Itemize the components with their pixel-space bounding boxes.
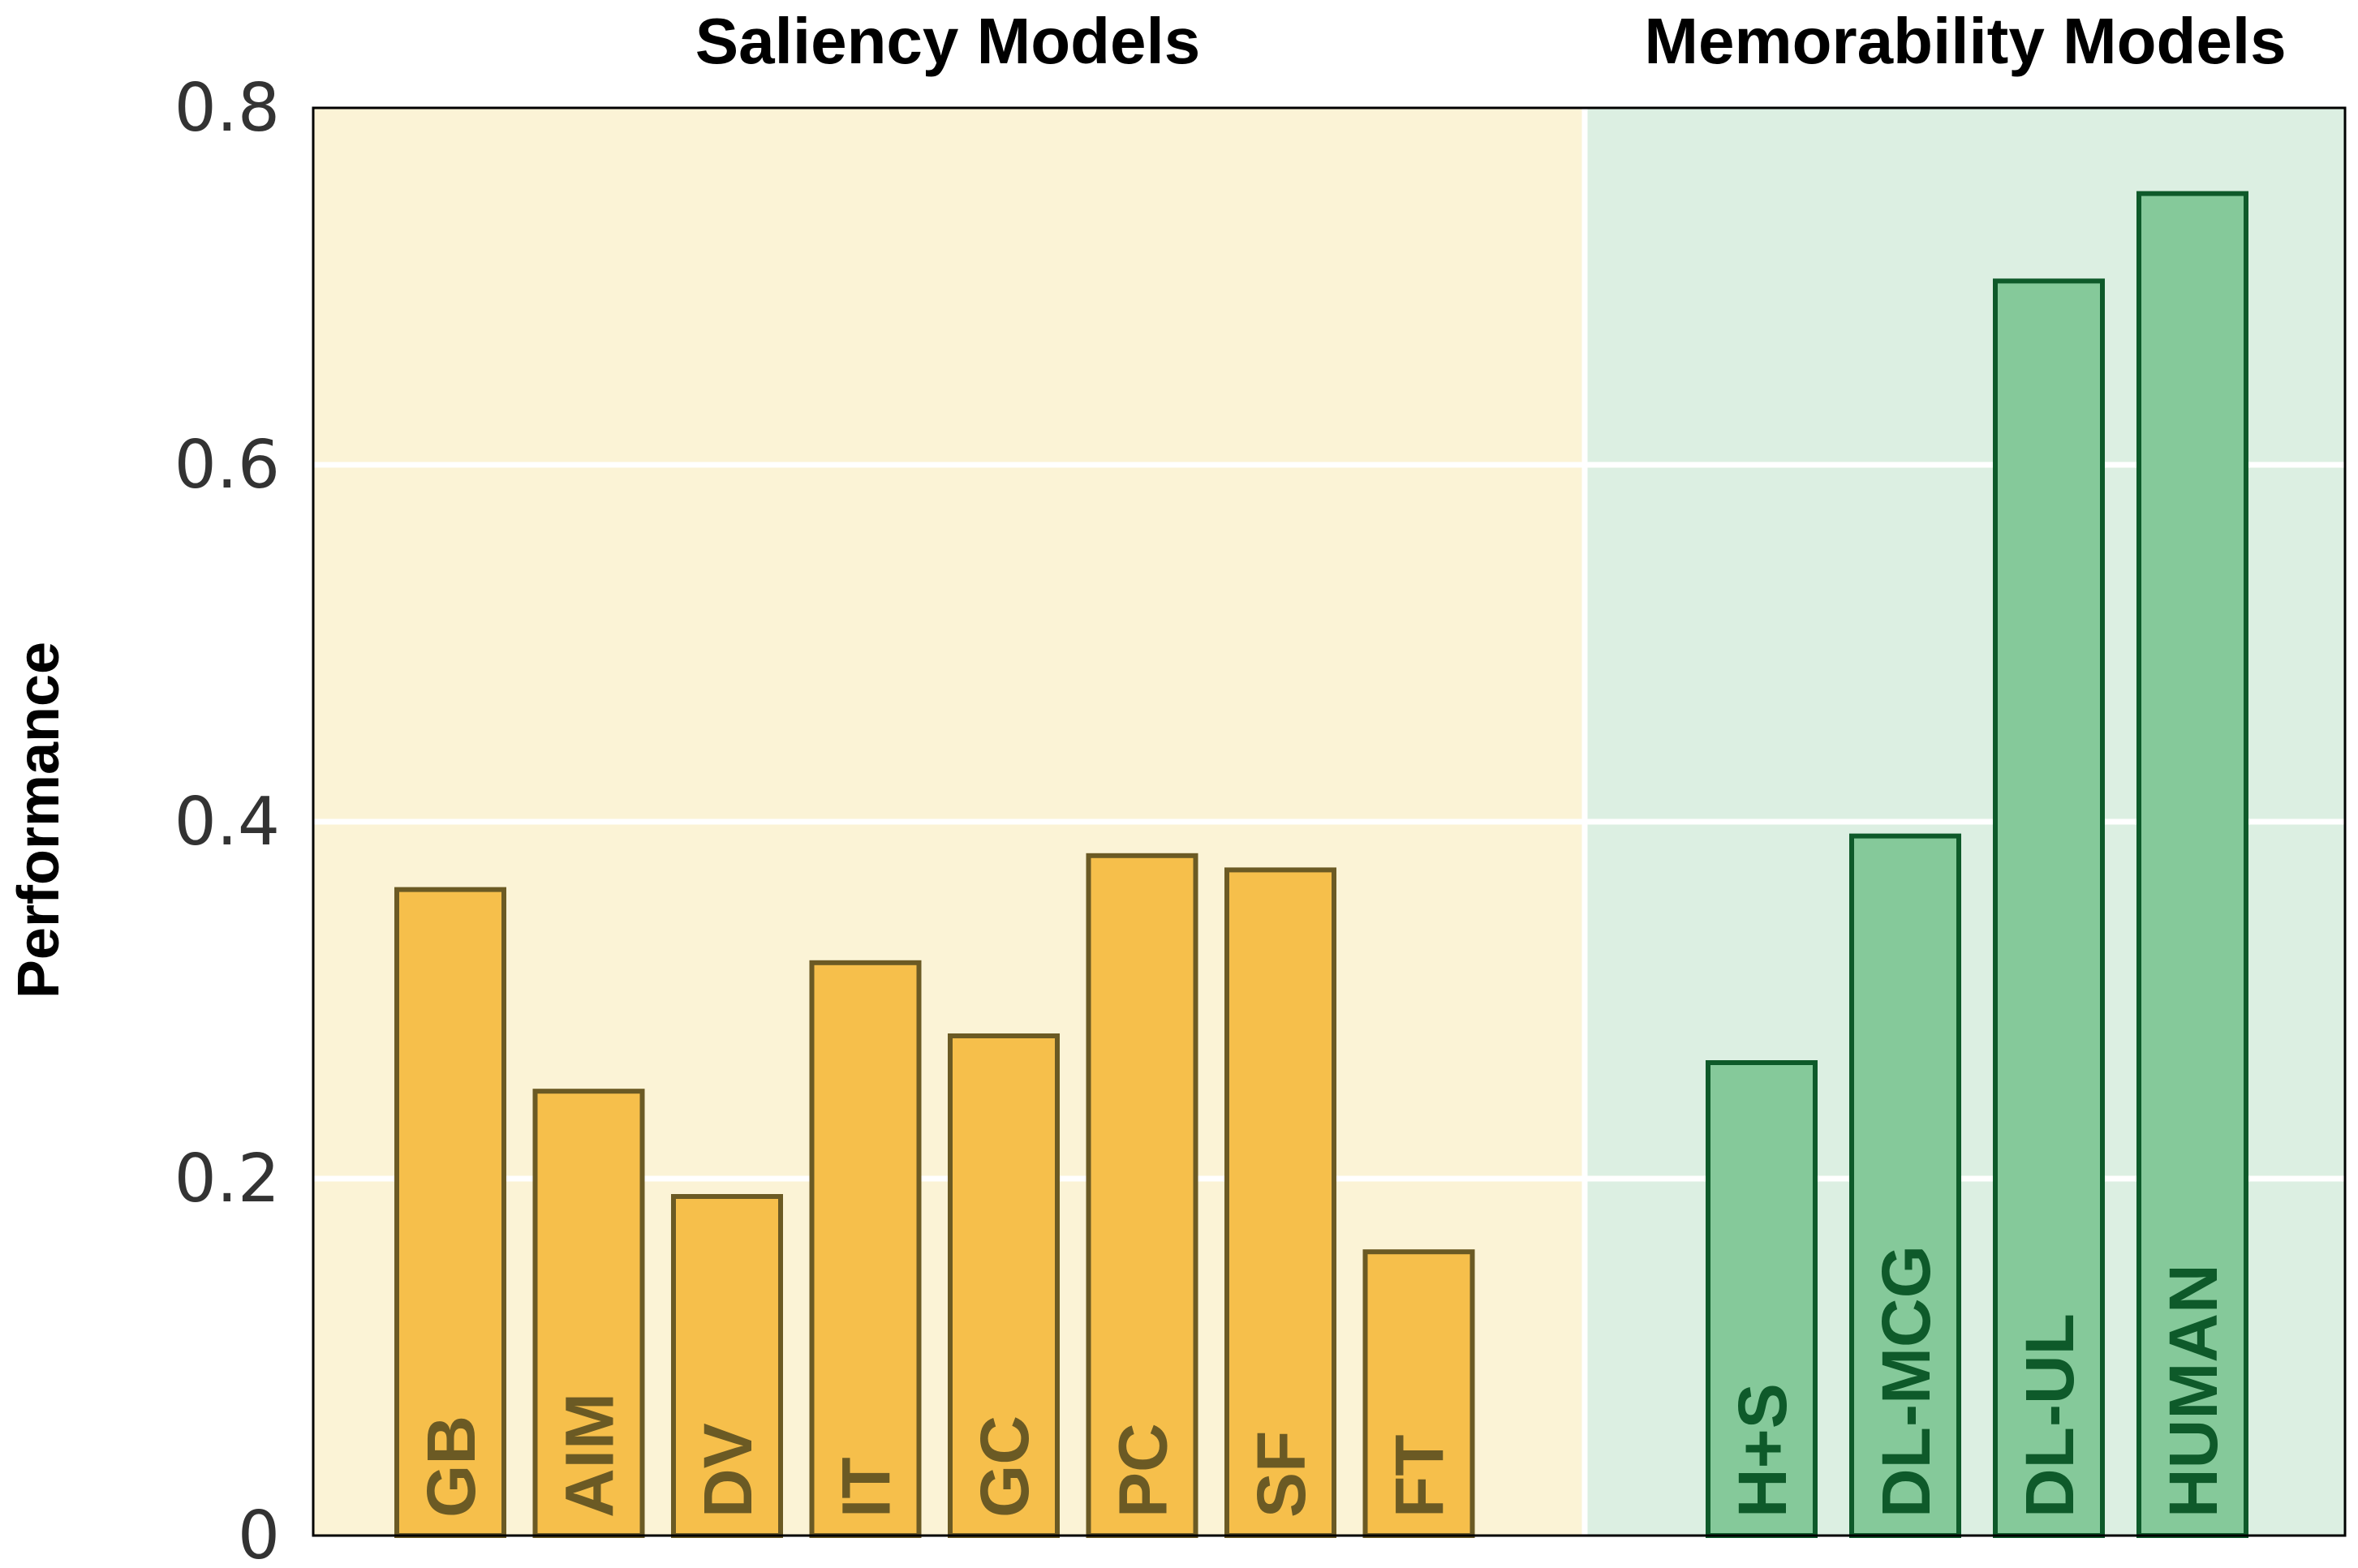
bar-label: AIM — [552, 1393, 628, 1518]
bar-label: FT — [1382, 1434, 1458, 1518]
y-axis-label: Performance — [6, 642, 71, 999]
bar-label: DV — [690, 1423, 766, 1518]
y-tick-label: 0.4 — [174, 784, 280, 861]
bar-gb — [394, 887, 506, 1538]
y-axis-ticks: 0 0.2 0.4 0.6 0.8 — [174, 70, 280, 1568]
group-titles: Saliency Models Memorability Models — [695, 5, 2287, 77]
bar-h-s — [1706, 1060, 1818, 1538]
group-title-memorability: Memorability Models — [1644, 5, 2286, 77]
bar-label: SF — [1243, 1431, 1319, 1518]
bar-it — [809, 960, 922, 1539]
bar-label: PC — [1105, 1423, 1181, 1518]
y-tick-label: 0.2 — [174, 1141, 280, 1218]
y-tick-label: 0.8 — [174, 70, 280, 147]
bar-label: IT — [828, 1457, 905, 1518]
bar-label: DL-UL — [2012, 1313, 2088, 1518]
plot-border — [312, 106, 2347, 1537]
bar-gc — [948, 1033, 1060, 1538]
bar-label: GB — [413, 1415, 489, 1518]
bar-label: HUMAN — [2155, 1264, 2231, 1518]
bar-label: DL-MCG — [1868, 1245, 1944, 1518]
plot-frame — [312, 106, 2347, 1537]
bar-label: GC — [966, 1415, 1043, 1518]
bar-dl-mcg — [1849, 833, 1961, 1538]
bar-sf — [1224, 867, 1336, 1538]
y-tick-label: 0.6 — [174, 427, 280, 504]
bar-pc — [1086, 853, 1198, 1539]
bars: GB AIM DV IT GC PC SF FT H+S DL-MCG DL-UL HUMAN — [394, 191, 2248, 1539]
y-tick-label: 0 — [238, 1497, 280, 1568]
bar-label: H+S — [1724, 1383, 1801, 1518]
bar-ft — [1362, 1249, 1475, 1538]
group-title-saliency: Saliency Models — [695, 5, 1200, 77]
